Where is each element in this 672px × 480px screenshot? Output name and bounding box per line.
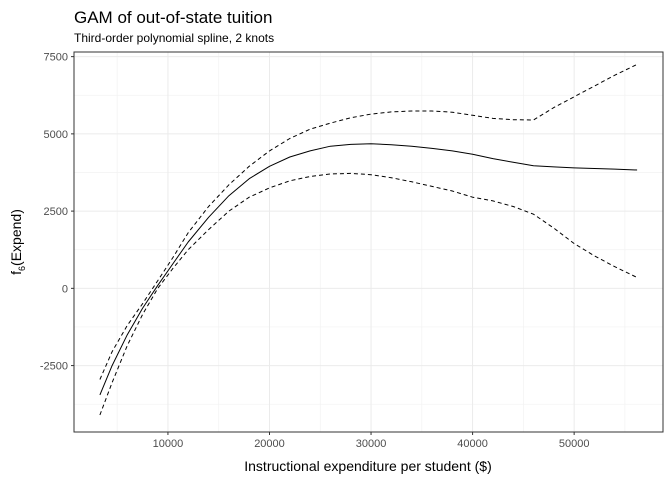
series-line-lower-band [99,172,638,416]
y-tick-label: 2500 [44,206,68,218]
x-tick-label: 30000 [356,438,387,450]
x-axis: 10000 20000 30000 40000 50000 [153,432,590,450]
chart-title: GAM of out-of-state tuition [74,8,272,27]
y-tick-label: 0 [62,283,68,295]
x-axis-title: Instructional expenditure per student ($… [244,458,491,474]
y-axis-title-rest: (Expend) [8,209,24,266]
plot-background [74,52,663,432]
y-tick-label: 5000 [44,129,68,141]
grid-major [74,52,663,432]
chart-subtitle: Third-order polynomial spline, 2 knots [74,31,274,45]
x-tick-label: 40000 [457,438,488,450]
plot-border [73,51,664,433]
y-axis-title: f6(Expend) [8,209,27,275]
grid-minor [74,52,663,432]
y-axis-title-main: f [8,271,24,275]
x-tick-label: 20000 [254,438,285,450]
y-tick-label: -2500 [40,361,68,373]
y-axis: -2500 0 2500 5000 7500 [40,52,74,373]
x-tick-label: 50000 [559,438,590,450]
x-tick-label: 10000 [153,438,184,450]
series-line-upper-band [99,63,638,380]
y-tick-label: 7500 [44,52,68,64]
series-line-estimate [99,143,638,396]
y-axis-title-subscript: 6 [17,266,27,271]
series-layer [99,63,638,416]
plot-area [73,51,664,433]
